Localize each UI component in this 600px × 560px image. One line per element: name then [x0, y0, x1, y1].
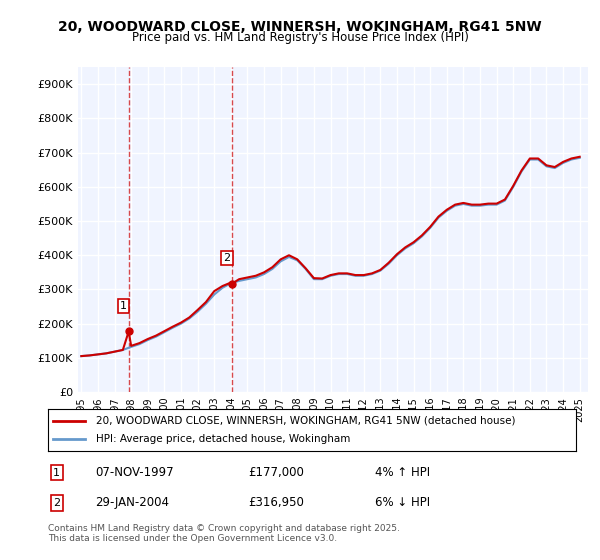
Text: 2: 2 — [53, 498, 61, 508]
Text: 20, WOODWARD CLOSE, WINNERSH, WOKINGHAM, RG41 5NW (detached house): 20, WOODWARD CLOSE, WINNERSH, WOKINGHAM,… — [95, 416, 515, 426]
Text: 2: 2 — [223, 253, 230, 263]
Text: 07-NOV-1997: 07-NOV-1997 — [95, 466, 174, 479]
Text: 1: 1 — [53, 468, 60, 478]
Text: 20, WOODWARD CLOSE, WINNERSH, WOKINGHAM, RG41 5NW: 20, WOODWARD CLOSE, WINNERSH, WOKINGHAM,… — [58, 20, 542, 34]
Text: 6% ↓ HPI: 6% ↓ HPI — [376, 496, 430, 509]
Text: 4% ↑ HPI: 4% ↑ HPI — [376, 466, 430, 479]
Text: Price paid vs. HM Land Registry's House Price Index (HPI): Price paid vs. HM Land Registry's House … — [131, 31, 469, 44]
Text: £177,000: £177,000 — [248, 466, 305, 479]
Text: 1: 1 — [120, 301, 127, 311]
Text: HPI: Average price, detached house, Wokingham: HPI: Average price, detached house, Woki… — [95, 434, 350, 444]
Text: £316,950: £316,950 — [248, 496, 305, 509]
Text: 29-JAN-2004: 29-JAN-2004 — [95, 496, 170, 509]
Text: Contains HM Land Registry data © Crown copyright and database right 2025.
This d: Contains HM Land Registry data © Crown c… — [48, 524, 400, 543]
